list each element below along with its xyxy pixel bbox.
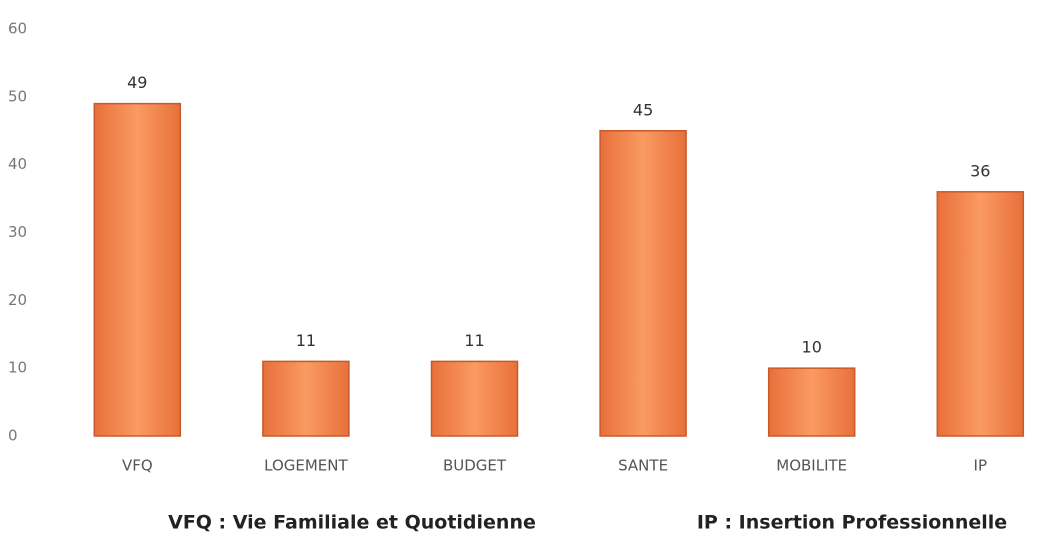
bar [936,191,1025,437]
data-label: 11 [464,331,484,350]
data-label: 45 [633,100,653,119]
data-label: 11 [296,331,316,350]
x-tick-label: VFQ [122,457,153,475]
y-tick-label: 50 [8,87,27,105]
x-tick-label: MOBILITE [776,457,847,475]
y-tick-label: 10 [8,359,27,377]
x-tick-label: LOGEMENT [264,457,348,475]
data-label: 10 [802,338,822,357]
x-tick-label: BUDGET [443,457,507,475]
y-tick-label: 60 [8,20,27,38]
bar [93,102,182,437]
bar [262,360,350,437]
bar [430,360,519,437]
x-tick-label: SANTE [618,457,668,475]
data-label: 36 [970,161,990,180]
x-tick-label: IP [974,457,987,475]
bar [599,130,687,437]
y-tick-label: 30 [8,223,27,241]
y-tick-label: 0 [8,427,18,445]
footnote: IP : Insertion Professionnelle [697,512,1007,534]
y-tick-label: 40 [8,155,27,173]
bar [767,367,856,437]
footnote: VFQ : Vie Familiale et Quotidienne [168,512,536,534]
data-label: 49 [127,73,147,92]
y-tick-label: 20 [8,291,27,309]
